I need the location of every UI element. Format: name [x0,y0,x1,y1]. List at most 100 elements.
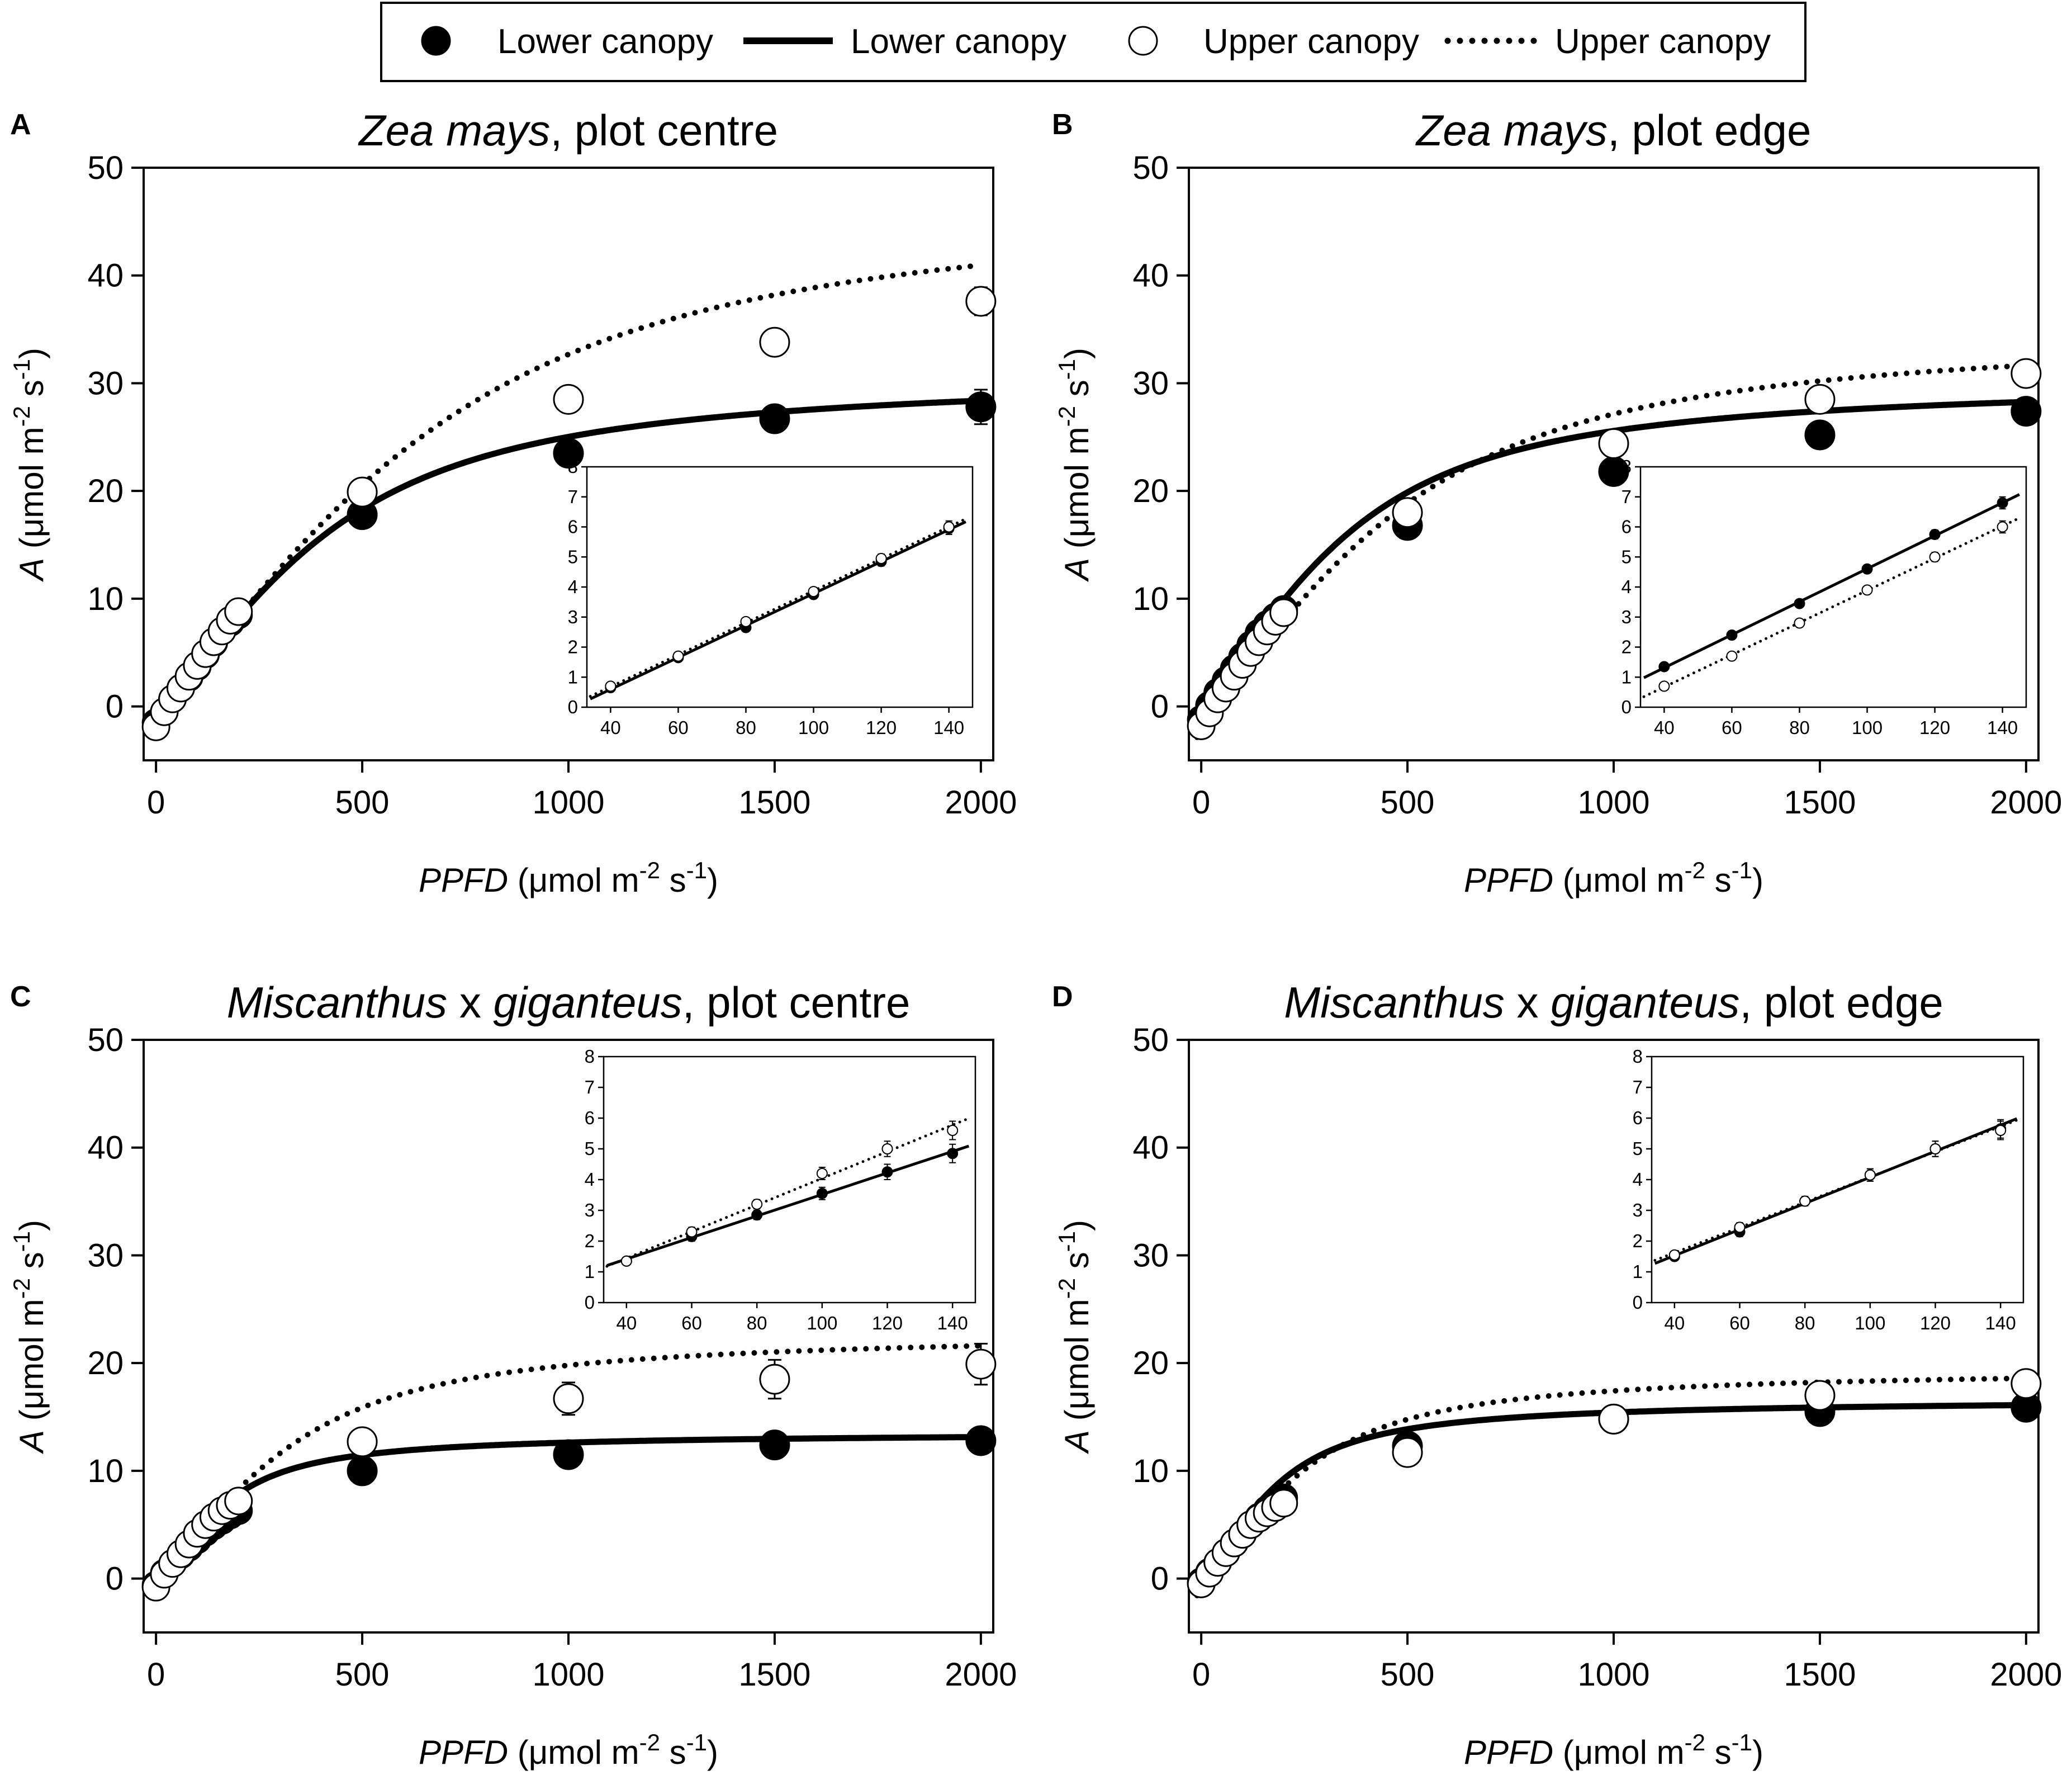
inset-y-tick-label: 3 [1633,1200,1643,1220]
x-tick-label: 1500 [1784,1656,1856,1693]
inset-x-tick-label: 100 [1852,717,1883,738]
inset-panel-A: 0 1 2 3 4 5 6 7 8 40 60 80 100 120 140 [568,456,974,738]
inset-y-tick-label: 7 [568,486,578,507]
inset-panel-C: 0 1 2 3 4 5 6 7 8 40 60 80 100 120 140 [585,1046,976,1333]
inset-x-tick-label: 60 [1729,1313,1750,1333]
x-tick-label: 1000 [1577,1656,1649,1693]
panel-D: D Miscanthus x giganteus, plot edge010203… [1052,978,2062,1771]
inset-point-upper-canopy [1668,1249,1680,1261]
panel-letter: A [10,108,31,141]
y-tick-label: 0 [1151,689,1169,725]
x-tick-label: 1500 [738,784,810,821]
inset-x-tick-label: 40 [616,1313,637,1333]
point-lower-canopy [759,1430,790,1461]
inset-x-tick-label: 40 [1664,1313,1685,1333]
fit-line-lower-canopy [149,397,982,735]
inset-y-tick-label: 4 [1633,1169,1643,1190]
point-upper-canopy [347,476,378,508]
point-upper-canopy [347,1426,378,1457]
point-upper-canopy [759,326,790,358]
y-tick-label: 30 [87,1237,124,1274]
x-tick-label: 2000 [1990,1656,2062,1693]
x-tick-label: 0 [147,1656,165,1693]
inset-y-tick-label: 0 [1633,1292,1643,1313]
inset-x-tick-label: 140 [933,717,964,738]
inset-x-tick-label: 60 [681,1313,702,1333]
point-lower-canopy [553,1439,584,1470]
y-tick-label: 40 [87,1130,124,1166]
point-upper-canopy [1269,1489,1298,1518]
inset-x-tick-label: 80 [747,1313,767,1333]
inset-y-tick-label: 8 [585,1046,595,1067]
inset-point-upper-canopy [1794,617,1805,629]
inset-y-tick-label: 5 [1633,1138,1643,1159]
x-tick-label: 2000 [945,1656,1017,1693]
panel-letter: C [10,981,31,1013]
inset-fit-upper-canopy [1642,517,2021,698]
inset-point-upper-canopy [751,1199,763,1210]
y-tick-label: 40 [1132,1130,1169,1166]
point-upper-canopy [965,1348,997,1380]
inset-y-tick-label: 0 [568,697,578,717]
y-tick-label: 40 [1132,258,1169,294]
inset-y-tick-label: 1 [568,666,578,687]
point-lower-canopy [965,391,997,423]
inset-y-tick-label: 1 [1633,1261,1643,1282]
fit-line-upper-canopy [1194,1375,2029,1598]
point-upper-canopy [224,597,253,626]
inset-point-upper-canopy [1997,521,2008,533]
inset-y-tick-label: 1 [1621,666,1632,687]
inset-point-upper-canopy [1995,1125,2007,1136]
y-tick-label: 0 [106,689,124,725]
inset-point-lower-canopy [816,1187,828,1199]
y-tick-label: 20 [1132,473,1169,509]
inset-y-tick-label: 4 [568,576,578,597]
x-tick-label: 1000 [1577,784,1649,821]
y-axis-label: A (μmol m-2 s-1) [1054,348,1096,582]
inset-fit-lower-canopy [1654,1117,2018,1265]
inset-x-tick-label: 100 [1855,1313,1885,1333]
inset-point-upper-canopy [605,680,617,692]
y-tick-label: 30 [87,365,124,401]
point-upper-canopy [2011,358,2042,389]
inset-point-upper-canopy [1929,1143,1941,1154]
x-tick-label: 500 [335,784,390,821]
inset-point-upper-canopy [943,521,955,533]
inset-frame [1651,1055,2024,1304]
inset-point-upper-canopy [1861,584,1873,596]
inset-point-upper-canopy [881,1143,893,1154]
y-tick-label: 10 [87,581,124,617]
y-tick-label: 30 [1132,1237,1169,1274]
inset-y-tick-label: 5 [585,1138,595,1159]
fit-line-upper-canopy [1194,362,2029,740]
legend-label-upper-line: Upper canopy [1555,22,1771,61]
x-tick-label: 0 [1192,784,1210,821]
inset-y-tick-label: 2 [585,1230,595,1251]
panel-letter: D [1052,981,1073,1013]
y-tick-label: 50 [87,150,124,186]
legend-marker-upper [1128,26,1158,56]
inset-fit-lower-canopy [606,1144,970,1267]
inset-y-tick-label: 8 [1633,1046,1643,1067]
x-tick-label: 500 [1381,1656,1435,1693]
inset-point-lower-canopy [1861,563,1873,575]
inset-point-lower-canopy [1929,528,1941,540]
point-lower-canopy [347,1455,378,1487]
inset-point-upper-canopy [1658,680,1670,692]
legend-label-lower-marker: Lower canopy [497,22,713,61]
inset-point-lower-canopy [947,1148,959,1159]
inset-point-lower-canopy [1726,629,1738,641]
x-tick-label: 1500 [738,1656,810,1693]
fit-line-upper-canopy [149,262,984,736]
inset-x-tick-label: 60 [668,717,689,738]
y-tick-label: 50 [87,1022,124,1058]
inset-point-upper-canopy [1799,1195,1811,1207]
inset-point-lower-canopy [881,1166,893,1178]
inset-x-tick-label: 80 [1795,1313,1815,1333]
y-tick-label: 50 [1132,1022,1169,1058]
inset-x-tick-label: 120 [872,1313,903,1333]
legend: Lower canopy Lower canopy Upper canopy Uppe… [380,2,1807,82]
inset-x-tick-label: 140 [1985,1313,2016,1333]
